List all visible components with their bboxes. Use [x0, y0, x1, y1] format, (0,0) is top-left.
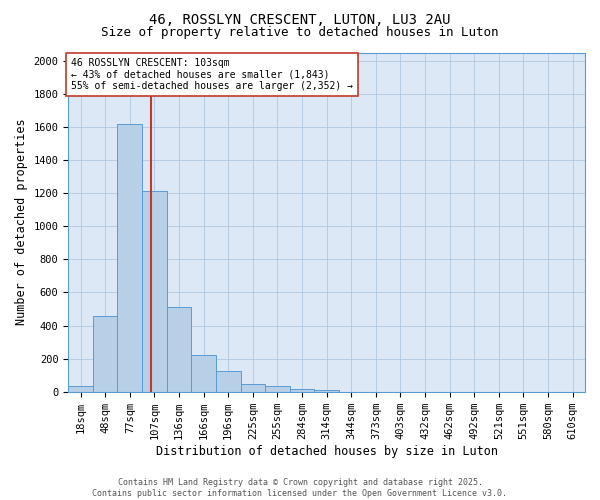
Bar: [142, 192, 167, 392]
Bar: [118, 124, 142, 392]
X-axis label: Distribution of detached houses by size in Luton: Distribution of detached houses by size …: [155, 444, 497, 458]
Bar: [241, 384, 265, 392]
Bar: [68, 386, 93, 392]
Bar: [314, 390, 339, 392]
Bar: [216, 371, 241, 392]
Bar: [191, 356, 216, 392]
Bar: [93, 316, 118, 392]
Text: Size of property relative to detached houses in Luton: Size of property relative to detached ho…: [101, 26, 499, 39]
Text: 46, ROSSLYN CRESCENT, LUTON, LU3 2AU: 46, ROSSLYN CRESCENT, LUTON, LU3 2AU: [149, 12, 451, 26]
Bar: [167, 308, 191, 392]
Y-axis label: Number of detached properties: Number of detached properties: [15, 119, 28, 326]
Text: 46 ROSSLYN CRESCENT: 103sqm
← 43% of detached houses are smaller (1,843)
55% of : 46 ROSSLYN CRESCENT: 103sqm ← 43% of det…: [71, 58, 353, 91]
Bar: [290, 388, 314, 392]
Text: Contains HM Land Registry data © Crown copyright and database right 2025.
Contai: Contains HM Land Registry data © Crown c…: [92, 478, 508, 498]
Bar: [265, 386, 290, 392]
